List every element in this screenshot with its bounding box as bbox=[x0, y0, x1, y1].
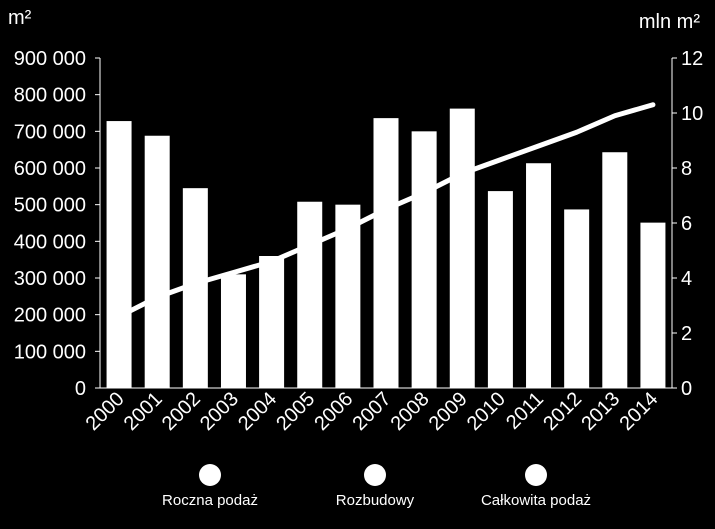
x-tick-label-2009: 2009 bbox=[425, 388, 472, 435]
legend-label-extensions: Rozbudowy bbox=[335, 492, 415, 509]
x-tick-label-2005: 2005 bbox=[272, 388, 319, 435]
left-tick-labels: 0 100 000 200 000 300 000 400 000 500 000 600 … bbox=[14, 48, 100, 400]
right-tick-label: 10 bbox=[681, 103, 703, 125]
x-tick-label-2001: 2001 bbox=[120, 388, 167, 435]
bar-2014 bbox=[640, 222, 666, 388]
bars-layer bbox=[106, 108, 666, 389]
legend-item-total-supply: Całkowita podaż bbox=[446, 464, 626, 509]
x-tick-label-2008: 2008 bbox=[387, 388, 434, 435]
right-tick-labels: 0 2 4 6 8 10 12 bbox=[672, 48, 703, 400]
x-tick-label-2002: 2002 bbox=[158, 388, 205, 435]
right-tick-label: 6 bbox=[681, 213, 692, 235]
left-tick-label: 500 000 bbox=[14, 195, 86, 217]
x-tick-label-2004: 2004 bbox=[234, 388, 281, 435]
legend-label-total-supply: Całkowita podaż bbox=[480, 492, 592, 509]
bar-2001 bbox=[144, 135, 170, 388]
left-tick-label: 400 000 bbox=[14, 231, 86, 253]
line-layer bbox=[116, 102, 656, 319]
right-tick-label: 12 bbox=[681, 48, 703, 70]
x-tick-label-2003: 2003 bbox=[196, 388, 243, 435]
bar-2006 bbox=[335, 204, 361, 388]
left-tick-label: 200 000 bbox=[14, 305, 86, 327]
left-tick-label: 0 bbox=[75, 378, 86, 400]
x-tick-label-2006: 2006 bbox=[310, 388, 357, 435]
right-tick-label: 4 bbox=[681, 268, 692, 290]
bar-2007 bbox=[373, 118, 399, 388]
x-tick-label-2010: 2010 bbox=[463, 388, 510, 435]
legend-label-annual-supply: Roczna podaż bbox=[162, 492, 258, 509]
x-tick-label-2014: 2014 bbox=[615, 388, 662, 435]
x-tick-label-2007: 2007 bbox=[349, 388, 396, 435]
legend-item-annual-supply: Roczna podaż bbox=[120, 464, 300, 509]
right-tick-label: 2 bbox=[681, 323, 692, 345]
x-tick-label-2013: 2013 bbox=[577, 388, 624, 435]
legend-marker-extensions bbox=[364, 464, 386, 486]
left-tick-label: 800 000 bbox=[14, 85, 86, 107]
x-tick-label-2011: 2011 bbox=[502, 388, 548, 434]
x-tick-label-2012: 2012 bbox=[539, 388, 586, 435]
bar-2000 bbox=[106, 121, 132, 389]
x-tick-label-2000: 2000 bbox=[82, 388, 129, 435]
right-tick-label: 8 bbox=[681, 158, 692, 180]
legend: Roczna podaż Rozbudowy Całkowita podaż bbox=[0, 464, 715, 524]
bar-2008 bbox=[411, 131, 437, 389]
bar-2005 bbox=[297, 201, 323, 388]
bar-2011 bbox=[526, 163, 552, 388]
x-tick-labels: 2000200120022003200420052006200720082009… bbox=[82, 388, 663, 435]
bar-2009 bbox=[449, 108, 475, 388]
legend-marker-total-supply bbox=[525, 464, 547, 486]
left-tick-label: 600 000 bbox=[14, 158, 86, 180]
left-tick-label: 300 000 bbox=[14, 268, 86, 290]
legend-marker-annual-supply bbox=[199, 464, 221, 486]
left-tick-label: 700 000 bbox=[14, 121, 86, 143]
right-axis-unit: mln m² bbox=[639, 11, 700, 33]
legend-item-extensions: Rozbudowy bbox=[285, 464, 465, 509]
bar-2003 bbox=[220, 274, 246, 388]
left-tick-label: 900 000 bbox=[14, 48, 86, 70]
bar-2013 bbox=[602, 152, 628, 388]
left-axis-unit: m² bbox=[8, 7, 32, 29]
bar-2010 bbox=[487, 191, 513, 388]
bar-2012 bbox=[564, 209, 590, 388]
right-tick-label: 0 bbox=[681, 378, 692, 400]
bar-2004 bbox=[259, 256, 285, 388]
left-tick-label: 100 000 bbox=[14, 341, 86, 363]
